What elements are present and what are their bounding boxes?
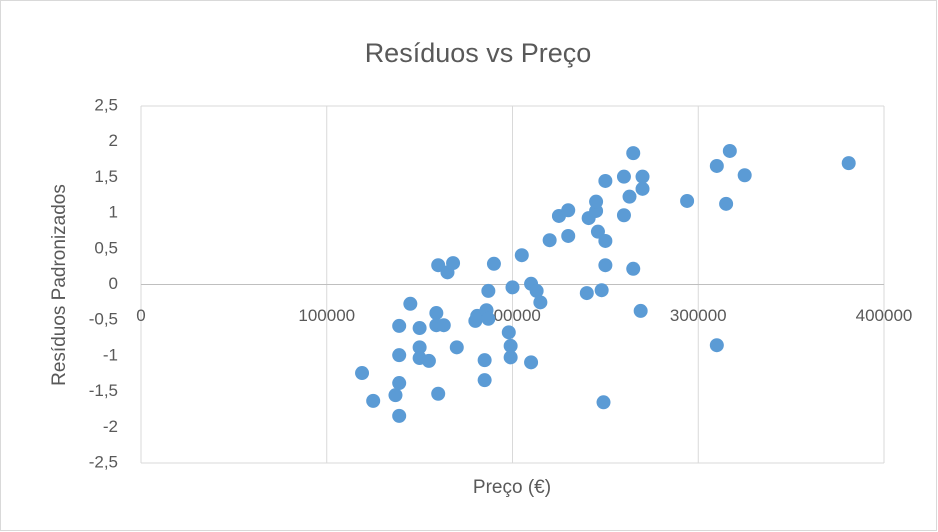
point — [533, 295, 548, 310]
x-axis-title: Preço (€) — [473, 477, 551, 498]
point — [392, 376, 407, 391]
y-tick-label: -0,5 — [89, 310, 118, 329]
point — [524, 355, 539, 370]
point — [481, 283, 496, 298]
point — [436, 318, 451, 333]
point — [709, 158, 724, 173]
point — [412, 321, 427, 336]
y-tick-label: -2,5 — [89, 452, 118, 471]
point — [501, 325, 516, 340]
y-tick-label: 2,5 — [94, 95, 118, 114]
y-tick-label: -2 — [103, 417, 118, 436]
point — [429, 306, 444, 321]
point — [719, 196, 734, 211]
point — [412, 340, 427, 355]
point — [486, 256, 501, 271]
point — [503, 338, 518, 353]
y-tick-label: -1,5 — [89, 381, 118, 400]
y-tick-label: 0,5 — [94, 238, 118, 257]
point — [633, 303, 648, 318]
point — [598, 173, 613, 188]
y-tick-label: -1 — [103, 345, 118, 364]
point — [622, 189, 637, 204]
point — [481, 311, 496, 326]
point — [841, 156, 856, 171]
point — [680, 193, 695, 208]
point — [477, 353, 492, 368]
chart-title: Resíduos vs Preço — [365, 38, 592, 68]
point — [477, 373, 492, 388]
y-tick-label: 1 — [109, 203, 118, 222]
point — [598, 233, 613, 248]
x-tick-label: 200000 — [484, 306, 541, 325]
y-tick-label: 1,5 — [94, 167, 118, 186]
point — [449, 340, 464, 355]
point — [722, 143, 737, 158]
point — [505, 280, 520, 295]
point — [616, 169, 631, 184]
point — [616, 208, 631, 223]
point — [392, 348, 407, 363]
point — [388, 388, 403, 403]
point — [503, 350, 518, 365]
point — [737, 168, 752, 183]
point — [579, 286, 594, 301]
point — [635, 169, 650, 184]
point — [431, 386, 446, 401]
point — [709, 338, 724, 353]
x-tick-label: 400000 — [856, 306, 913, 325]
point — [626, 261, 641, 276]
y-tick-label: 2 — [109, 131, 118, 150]
point — [598, 258, 613, 273]
point — [589, 194, 604, 209]
point — [446, 256, 461, 271]
point — [561, 228, 576, 243]
point — [626, 146, 641, 161]
x-tick-label: 100000 — [298, 306, 355, 325]
point — [392, 408, 407, 423]
point — [392, 318, 407, 333]
point — [366, 393, 381, 408]
y-axis-title: Resíduos Padronizados — [49, 184, 70, 386]
point — [514, 248, 529, 263]
point — [561, 203, 576, 218]
y-tick-label: 0 — [109, 274, 118, 293]
point — [596, 395, 611, 410]
point — [594, 283, 609, 298]
point — [421, 353, 436, 368]
point — [542, 233, 557, 248]
x-tick-label: 300000 — [670, 306, 727, 325]
point — [635, 181, 650, 196]
point — [403, 296, 418, 311]
point — [355, 366, 370, 381]
x-tick-label: 0 — [136, 306, 145, 325]
point — [529, 283, 544, 298]
